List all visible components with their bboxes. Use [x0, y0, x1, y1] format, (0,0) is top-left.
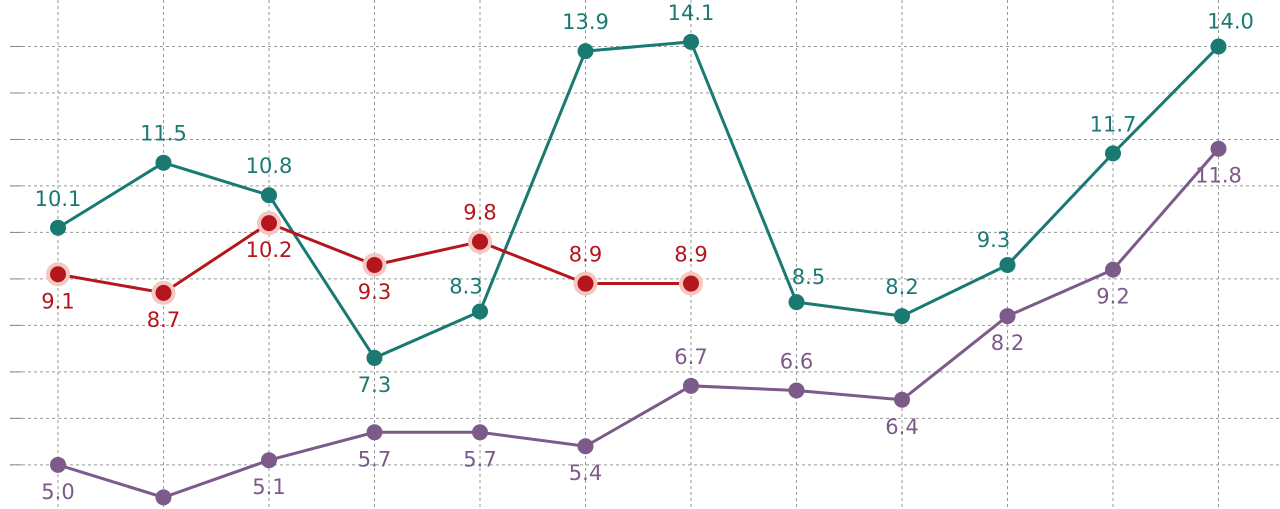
marker	[155, 284, 172, 301]
marker	[999, 308, 1016, 325]
data-label: 13.9	[562, 10, 609, 34]
data-label: 7.3	[358, 373, 391, 397]
marker	[155, 489, 172, 506]
marker	[1210, 140, 1227, 157]
data-label: 14.1	[668, 1, 715, 25]
data-label: 5.4	[569, 461, 602, 485]
data-label: 10.1	[35, 187, 82, 211]
marker	[155, 154, 172, 171]
marker	[50, 219, 66, 236]
data-label: 5.1	[252, 475, 285, 499]
series-line	[57, 40, 1220, 360]
data-label: 9.3	[977, 228, 1010, 252]
marker	[683, 33, 699, 50]
marker	[683, 377, 699, 394]
data-label: 5.0	[41, 480, 74, 504]
data-label: 11.8	[1195, 164, 1242, 188]
data-label: 11.7	[1090, 112, 1137, 136]
marker	[1210, 38, 1227, 55]
marker	[261, 187, 277, 204]
marker	[261, 452, 277, 469]
marker	[472, 303, 488, 320]
data-label: 6.6	[780, 349, 813, 373]
marker	[472, 424, 488, 441]
data-label: 10.2	[246, 238, 293, 262]
marker	[999, 256, 1016, 273]
marker	[894, 308, 910, 325]
data-label: 10.8	[246, 154, 293, 178]
marker	[50, 456, 66, 473]
marker	[577, 43, 594, 60]
data-label: 8.9	[569, 243, 602, 267]
data-label: 9.2	[1096, 285, 1129, 309]
marker	[472, 233, 488, 250]
marker	[894, 391, 910, 408]
data-label: 8.2	[991, 331, 1024, 355]
marker	[1105, 261, 1121, 278]
data-label: 14.0	[1207, 9, 1254, 33]
marker	[261, 215, 277, 232]
data-label: 5.7	[463, 447, 496, 471]
data-label: 6.4	[885, 415, 918, 439]
marker	[577, 438, 594, 455]
data-label: 9.8	[463, 201, 496, 225]
marker	[1105, 145, 1121, 162]
data-label: 8.7	[147, 308, 180, 332]
marker	[788, 294, 805, 311]
data-label: 8.2	[885, 275, 918, 299]
marker	[366, 349, 383, 366]
marker	[788, 382, 805, 399]
data-label: 8.5	[792, 265, 825, 289]
marker	[366, 256, 383, 273]
marker	[50, 266, 66, 283]
data-label: 9.1	[41, 289, 74, 313]
data-label: 11.5	[140, 122, 187, 146]
data-label: 9.3	[358, 280, 391, 304]
marker	[683, 275, 699, 292]
marker	[577, 275, 594, 292]
series-line	[57, 147, 1220, 499]
data-label: 5.7	[358, 447, 391, 471]
data-label: 8.9	[674, 243, 707, 267]
data-label: 6.7	[674, 345, 707, 369]
marker	[366, 424, 383, 441]
data-label: 8.3	[449, 274, 482, 298]
